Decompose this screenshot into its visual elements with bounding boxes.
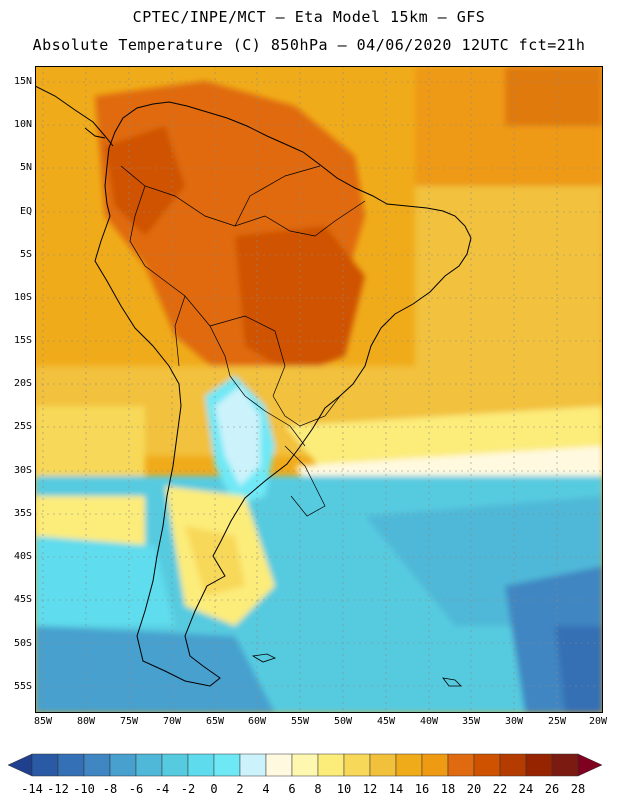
lat-label: 55S	[13, 681, 32, 692]
lat-label: 40S	[13, 551, 32, 562]
colorbar-label: 24	[518, 782, 534, 796]
field-cold-core	[215, 386, 260, 486]
field-pacific-subtropical	[35, 406, 145, 486]
colorbar-label: 6	[288, 782, 296, 796]
colorbar-label: -10	[73, 782, 95, 796]
chart-title-line1: CPTEC/INPE/MCT – Eta Model 15km – GFS	[132, 8, 486, 26]
colorbar-cell	[239, 753, 267, 777]
colorbar-cell	[473, 753, 501, 777]
colorbar-label: -2	[180, 782, 196, 796]
colorbar-label: 8	[314, 782, 322, 796]
lon-label: 35W	[461, 716, 481, 727]
south-georgia	[442, 677, 462, 687]
colorbar-cell	[109, 753, 137, 777]
field-tropical-atlantic	[415, 186, 603, 386]
colorbar-label: 12	[362, 782, 378, 796]
colorbar-cell	[343, 753, 371, 777]
lat-label: 20S	[13, 378, 32, 389]
lat-label: 15S	[13, 335, 32, 346]
graticule	[35, 66, 603, 713]
lat-label: EQ	[19, 206, 32, 217]
lon-label: 65W	[205, 716, 225, 727]
colorbar-cell	[499, 753, 527, 777]
colorbar-arrow-right	[577, 753, 603, 777]
colorbar-cell	[31, 753, 59, 777]
lon-label: 30W	[504, 716, 524, 727]
lon-label: 40W	[419, 716, 439, 727]
colorbar-cell	[317, 753, 345, 777]
lon-label: 20W	[588, 716, 608, 727]
colorbar-cell	[187, 753, 215, 777]
field-northeast	[505, 66, 603, 126]
colorbar-cell	[291, 753, 319, 777]
lat-label: 45S	[13, 594, 32, 605]
lon-label: 80W	[76, 716, 96, 727]
colorbar-cell	[395, 753, 423, 777]
colorbar-label: 18	[440, 782, 456, 796]
lat-label: 10S	[13, 292, 32, 303]
colorbar-cell	[83, 753, 111, 777]
temperature-map	[35, 66, 603, 713]
colorbar-label: 10	[336, 782, 352, 796]
colorbar-cell	[447, 753, 475, 777]
colorbar-cell	[135, 753, 163, 777]
colorbar-cell	[369, 753, 397, 777]
colorbar-label: 2	[236, 782, 244, 796]
colorbar-label: -6	[128, 782, 144, 796]
colorbar-cell	[57, 753, 85, 777]
colorbar-label: 22	[492, 782, 508, 796]
temperature-field	[35, 66, 603, 713]
field-pacific-cool	[35, 536, 175, 626]
colorbar-label: -12	[47, 782, 69, 796]
lon-label: 60W	[247, 716, 267, 727]
colorbar-label: -4	[154, 782, 170, 796]
lat-label: 10N	[13, 119, 32, 130]
colorbar-label: 20	[466, 782, 482, 796]
lat-label: 30S	[13, 465, 32, 476]
lon-label: 75W	[119, 716, 139, 727]
colorbar-label: 16	[414, 782, 430, 796]
lon-label: 85W	[33, 716, 53, 727]
lat-label: 5S	[19, 249, 32, 260]
colorbar-cell	[551, 753, 579, 777]
falkland-islands	[251, 653, 277, 663]
lon-label: 45W	[376, 716, 396, 727]
colorbar-cells	[7, 753, 603, 777]
lon-label: 55W	[290, 716, 310, 727]
colorbar-label: -8	[102, 782, 118, 796]
lat-label: 50S	[13, 638, 32, 649]
colorbar-label: 4	[262, 782, 270, 796]
lon-label: 70W	[162, 716, 182, 727]
colorbar-cell	[265, 753, 293, 777]
lat-label: 5N	[19, 162, 32, 173]
lon-label: 25W	[547, 716, 567, 727]
colorbar-arrow-left	[7, 753, 33, 777]
colorbar-label: 26	[544, 782, 560, 796]
lon-label: 50W	[333, 716, 353, 727]
colorbar	[7, 753, 603, 777]
colorbar-label: -14	[21, 782, 43, 796]
field-patagonia-core	[185, 526, 245, 596]
central-america-coastline	[35, 85, 114, 147]
colorbar-cell	[161, 753, 189, 777]
field-amazon-west	[105, 126, 185, 236]
country-borders	[120, 165, 366, 517]
field-coldest	[555, 626, 603, 713]
map-frame	[35, 66, 603, 713]
lat-label: 15N	[13, 76, 32, 87]
colorbar-label: 0	[210, 782, 218, 796]
chart-title-line2: Absolute Temperature (C) 850hPa – 04/06/…	[32, 36, 586, 54]
colorbar-label: 28	[570, 782, 586, 796]
colorbar-label: 14	[388, 782, 404, 796]
colorbar-cell	[421, 753, 449, 777]
lat-label: 25S	[13, 421, 32, 432]
colorbar-cell	[525, 753, 553, 777]
lat-label: 35S	[13, 508, 32, 519]
colorbar-cell	[213, 753, 241, 777]
